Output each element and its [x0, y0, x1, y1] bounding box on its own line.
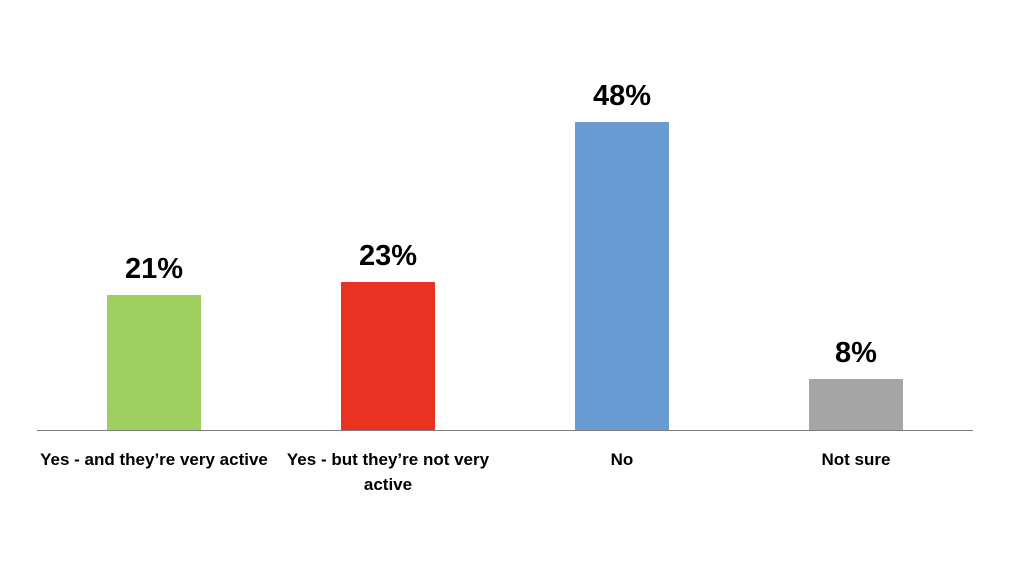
value-label: 21% [124, 253, 184, 286]
bar [341, 282, 435, 430]
x-axis [37, 430, 973, 431]
x-tick-label: No [610, 450, 634, 469]
bar [107, 295, 201, 430]
value-label: 23% [358, 240, 418, 273]
x-tick-label: Yes - but they’re not very active [286, 450, 490, 494]
x-tick-label: Not sure [821, 450, 891, 469]
value-label: 8% [835, 336, 877, 369]
bar [809, 378, 903, 430]
bar [575, 122, 669, 430]
value-label: 48% [592, 80, 652, 112]
x-tick-label: Yes - and they’re very active [40, 450, 268, 469]
